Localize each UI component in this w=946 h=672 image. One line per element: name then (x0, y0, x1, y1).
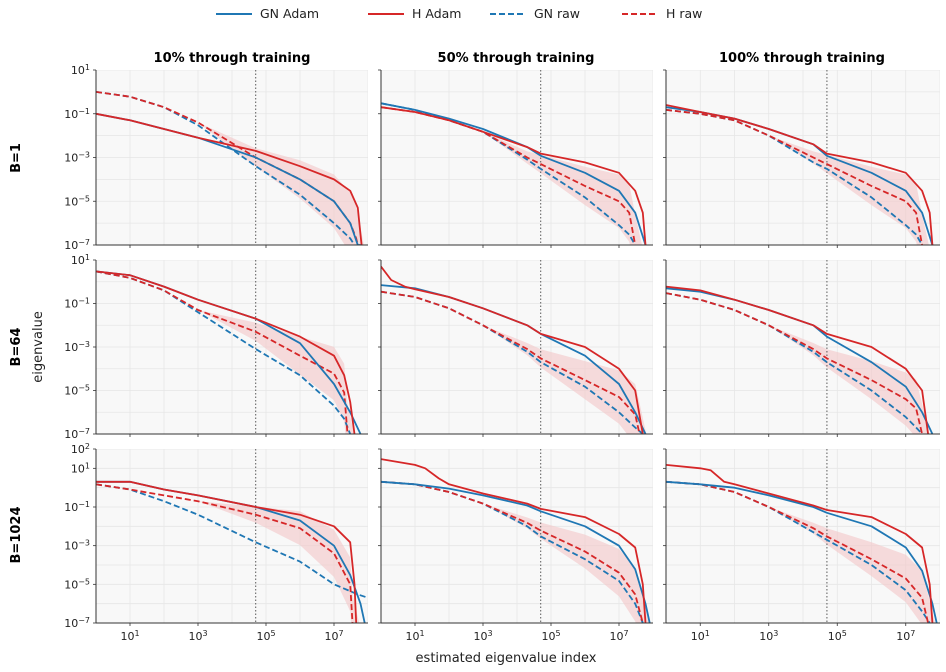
series-gn-raw (666, 109, 923, 245)
series-gn-raw (96, 483, 368, 599)
panel-b-1-100-through-training (663, 69, 940, 248)
legend-label-gn-adam: GN Adam (260, 6, 319, 21)
h-raw-band (381, 291, 647, 434)
series-gn-raw (381, 290, 644, 434)
row-label-b1: B=1 (9, 143, 24, 173)
legend-label-gn-raw: GN raw (534, 6, 580, 21)
series-gn-raw (666, 292, 923, 434)
y-axis-label: eigenvalue (31, 311, 46, 383)
series-h-raw (96, 483, 354, 623)
legend-label-h-adam: H Adam (412, 6, 461, 21)
series-gn-adam (666, 480, 938, 623)
series-gn-adam (381, 102, 647, 245)
y-tick-label: 10−1 (64, 500, 90, 515)
y-tick-label: 10−5 (64, 577, 90, 592)
series-h-adam (96, 112, 363, 245)
row-label-b64: B=64 (9, 328, 24, 367)
h-raw-band (96, 271, 355, 434)
series-h-raw (96, 270, 349, 434)
panel-b-1024-100-through-training: 101 103 105 107 (663, 448, 940, 644)
x-tick-label: 103 (759, 629, 778, 644)
series-h-adam (666, 285, 929, 434)
x-tick-label: 107 (896, 629, 915, 644)
series-h-raw (381, 480, 644, 623)
y-tick-label: 101 (71, 63, 90, 78)
y-tick-label: 10−1 (64, 296, 90, 311)
y-tick-label: 10−7 (64, 427, 90, 442)
y-tick-label: 10−5 (64, 194, 90, 209)
series-gn-raw (666, 480, 931, 623)
y-tick-label: 10−3 (64, 150, 90, 165)
series-h-raw (666, 109, 923, 245)
panel-b-1-10-through-training: 101 10−1 10−3 10−5 10−7 (64, 63, 368, 253)
panel-b-64-10-through-training: 101 10−1 10−3 10−5 10−7 (64, 253, 368, 442)
panel-b-1024-50-through-training: 101 103 105 107 (378, 448, 653, 644)
series-h-raw (666, 480, 929, 623)
row-labels: B=1 B=64 B=1024 (9, 143, 24, 563)
x-tick-label: 107 (609, 629, 628, 644)
panel-b-1-50-through-training (378, 69, 653, 248)
series-h-raw (381, 290, 641, 434)
x-tick-label: 105 (828, 629, 847, 644)
legend: GN Adam H Adam GN raw H raw (216, 6, 702, 21)
x-axis-label: estimated eigenvalue index (416, 651, 597, 666)
panel-b-64-100-through-training (663, 259, 940, 437)
y-tick-label: 10−7 (64, 238, 90, 253)
gridlines (381, 260, 653, 434)
row-label-b1024: B=1024 (9, 507, 24, 564)
series-h-adam (381, 106, 647, 245)
series-h-adam (381, 458, 647, 623)
panels: 10110−110−310−510−710110−110−310−510−710… (64, 63, 940, 644)
x-tick-label: 105 (256, 629, 275, 644)
series-h-adam (666, 104, 934, 245)
h-raw-band (666, 293, 929, 434)
series-h-adam (381, 265, 644, 434)
y-tick-label: 10−3 (64, 538, 90, 553)
series-gn-raw (381, 102, 636, 245)
h-raw-band (96, 91, 364, 245)
h-raw-band (666, 109, 929, 245)
y-tick-label: 10−5 (64, 383, 90, 398)
x-tick-label: 101 (691, 629, 710, 644)
series-h-adam (96, 480, 358, 623)
series-gn-adam (381, 480, 651, 623)
series-h-raw (666, 292, 923, 434)
column-title-50-percent: 50% through training (438, 51, 595, 66)
x-tick-label: 103 (188, 629, 207, 644)
series-gn-raw (381, 480, 644, 623)
x-tick-label: 105 (541, 629, 560, 644)
panel-b-1024-10-through-training: 102 101 10−1 10−3 10−5 10−7 101 103 105 107 (64, 442, 368, 644)
x-tick-label: 103 (473, 629, 492, 644)
y-tick-label: 101 (71, 461, 90, 476)
h-raw-band (381, 481, 649, 623)
x-tick-label: 101 (405, 629, 424, 644)
y-tick-label: 10−7 (64, 616, 90, 631)
y-tick-label: 101 (71, 253, 90, 268)
h-raw-band (666, 481, 936, 623)
column-title-100-percent: 100% through training (719, 51, 885, 66)
series-h-adam (96, 270, 356, 434)
y-tick-label: 10−3 (64, 340, 90, 355)
panel-b-64-50-through-training (378, 259, 653, 437)
series-h-adam (666, 464, 934, 623)
legend-label-h-raw: H raw (666, 6, 702, 21)
column-title-10-percent: 10% through training (154, 51, 311, 66)
x-tick-label: 101 (120, 629, 139, 644)
series-h-raw (381, 106, 637, 245)
column-titles: 10% through training 50% through trainin… (154, 51, 885, 66)
y-tick-label: 10−1 (64, 106, 90, 121)
x-tick-label: 107 (324, 629, 343, 644)
y-tick-label: 102 (71, 442, 90, 457)
gridlines (96, 449, 368, 623)
